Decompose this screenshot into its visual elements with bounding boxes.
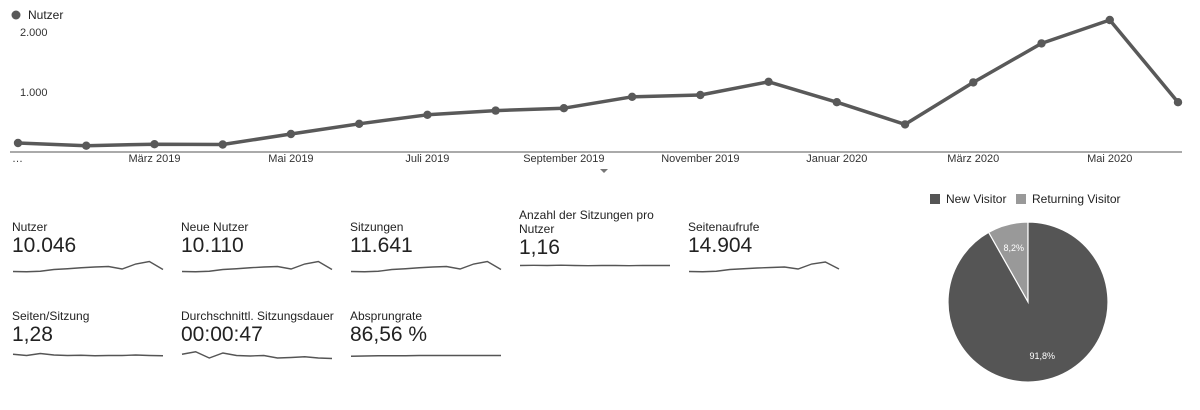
metric-label: Sitzungen	[350, 220, 510, 234]
x-tick-label: März 2019	[128, 153, 180, 165]
metric-nutzer[interactable]: Nutzer 10.046	[12, 220, 172, 280]
legend-new-visitor[interactable]: New Visitor	[930, 192, 1006, 206]
x-tick-label: Januar 2020	[806, 153, 867, 165]
metric-label: Nutzer	[12, 220, 172, 234]
data-point[interactable]	[423, 111, 431, 119]
data-point[interactable]	[355, 120, 363, 128]
sparkline-path	[351, 262, 501, 272]
x-tick-label: September 2019	[523, 153, 604, 165]
data-point[interactable]	[764, 78, 772, 86]
series-line-nutzer	[18, 20, 1178, 146]
data-point[interactable]	[491, 106, 499, 114]
metric-value: 00:00:47	[181, 323, 341, 347]
expand-chevron-icon[interactable]	[600, 169, 608, 173]
metric-sparkline	[12, 347, 164, 369]
metric-value: 11.641	[350, 234, 510, 258]
data-point[interactable]	[82, 142, 90, 150]
metric-sparkline	[688, 258, 840, 280]
legend-swatch	[930, 194, 940, 204]
legend-label: Returning Visitor	[1032, 192, 1121, 206]
y-tick-label: 2.000	[20, 27, 48, 39]
metric-label: Seitenaufrufe	[688, 220, 848, 234]
pie-slice[interactable]	[948, 222, 1108, 382]
sparkline-path	[182, 352, 332, 359]
metric-absprungrate[interactable]: Absprungrate 86,56 %	[350, 309, 510, 369]
metric-label: Durchschnittl. Sitzungsdauer	[181, 309, 341, 323]
metric-sitzungen-pro-nutzer[interactable]: Anzahl der Sitzungen pro Nutzer 1,16	[519, 208, 669, 274]
data-point[interactable]	[1174, 98, 1182, 106]
metric-seitenaufrufe[interactable]: Seitenaufrufe 14.904	[688, 220, 848, 280]
legend-label: New Visitor	[946, 192, 1006, 206]
legend-returning-visitor[interactable]: Returning Visitor	[1016, 192, 1121, 206]
sparkline-path	[351, 356, 501, 357]
x-tick-label: November 2019	[661, 153, 739, 165]
metric-label: Anzahl der Sitzungen pro Nutzer	[519, 208, 669, 236]
metric-sparkline	[12, 258, 164, 280]
x-tick-label: März 2020	[947, 153, 999, 165]
pie-slice-label: 8,2%	[1003, 243, 1024, 253]
pie-slice-label: 91,8%	[1030, 351, 1056, 361]
data-point[interactable]	[560, 104, 568, 112]
line-legend[interactable]: Nutzer	[12, 8, 64, 22]
data-point[interactable]	[833, 98, 841, 106]
x-tick-label: Juli 2019	[405, 153, 449, 165]
users-line-chart: Nutzer 1.000 2.000 … März 2019 Mai 2019 Juli 2…	[0, 0, 1200, 180]
metric-sitzungen[interactable]: Sitzungen 11.641	[350, 220, 510, 280]
metric-label: Absprungrate	[350, 309, 510, 323]
metric-value: 86,56 %	[350, 323, 510, 347]
data-point[interactable]	[14, 139, 22, 147]
data-point[interactable]	[901, 120, 909, 128]
metric-value: 1,28	[12, 323, 172, 347]
metric-sparkline	[350, 347, 502, 369]
y-tick-label: 1.000	[20, 87, 48, 99]
sparkline-path	[13, 354, 163, 356]
data-point[interactable]	[1106, 16, 1114, 24]
data-point[interactable]	[969, 78, 977, 86]
metric-label: Seiten/Sitzung	[12, 309, 172, 323]
metric-sparkline	[181, 347, 333, 369]
metric-value: 14.904	[688, 234, 848, 258]
data-point[interactable]	[1037, 39, 1045, 47]
legend-marker	[12, 11, 21, 20]
metric-sparkline	[181, 258, 333, 280]
metric-value: 10.110	[181, 234, 341, 258]
data-point[interactable]	[287, 130, 295, 138]
visitor-type-pie: 8,2% 91,8%	[920, 210, 1200, 410]
data-point[interactable]	[696, 91, 704, 99]
legend-label: Nutzer	[28, 8, 63, 22]
metric-value: 1,16	[519, 236, 669, 260]
data-point[interactable]	[150, 140, 158, 148]
data-point[interactable]	[628, 93, 636, 101]
x-tick-label: Mai 2019	[268, 153, 313, 165]
metric-sitzungsdauer[interactable]: Durchschnittl. Sitzungsdauer 00:00:47	[181, 309, 341, 369]
metric-sparkline	[350, 258, 502, 280]
visitor-type-pie-panel: New Visitor Returning Visitor 8,2% 91,8%	[920, 186, 1200, 396]
metric-value: 10.046	[12, 234, 172, 258]
x-tick-label: …	[12, 153, 23, 165]
sparkline-path	[182, 262, 332, 272]
legend-swatch	[1016, 194, 1026, 204]
sparkline-path	[13, 262, 163, 272]
metric-neue-nutzer[interactable]: Neue Nutzer 10.110	[181, 220, 341, 280]
metric-label: Neue Nutzer	[181, 220, 341, 234]
x-tick-label: Mai 2020	[1087, 153, 1132, 165]
data-point[interactable]	[219, 140, 227, 148]
metric-seiten-sitzung[interactable]: Seiten/Sitzung 1,28	[12, 309, 172, 369]
sparkline-path	[689, 262, 839, 272]
metric-sparkline	[519, 260, 671, 274]
